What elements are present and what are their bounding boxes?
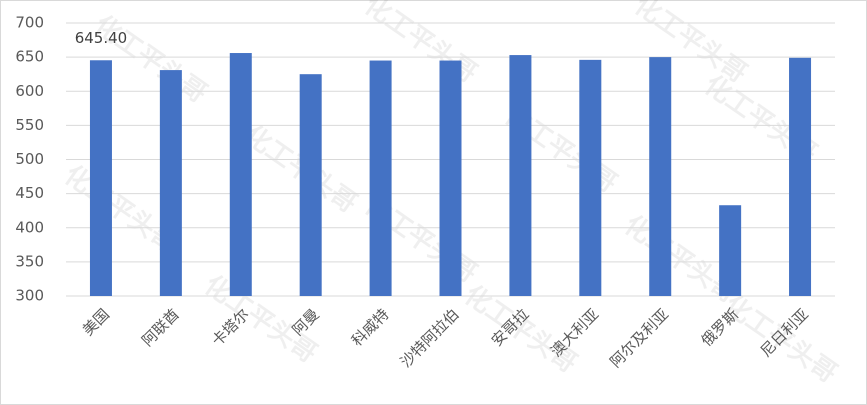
y-tick-label: 350	[15, 252, 44, 270]
y-tick-label: 450	[15, 184, 44, 202]
bar	[89, 60, 112, 297]
bar	[159, 70, 182, 296]
bar	[789, 57, 812, 297]
bar	[719, 205, 742, 296]
y-tick-label: 600	[15, 82, 44, 100]
y-tick-label: 300	[15, 287, 44, 305]
y-tick-label: 650	[15, 48, 44, 66]
y-tick-label: 500	[15, 150, 44, 168]
bar	[299, 74, 322, 296]
bar	[509, 55, 532, 296]
bar	[369, 60, 392, 296]
y-tick-label: 700	[15, 14, 44, 32]
bar	[649, 57, 672, 296]
y-tick-label: 400	[15, 218, 44, 236]
bar	[579, 59, 602, 297]
y-tick-label: 550	[15, 116, 44, 134]
data-label: 645.40	[75, 29, 128, 47]
bar	[439, 60, 462, 296]
bar	[229, 53, 252, 296]
